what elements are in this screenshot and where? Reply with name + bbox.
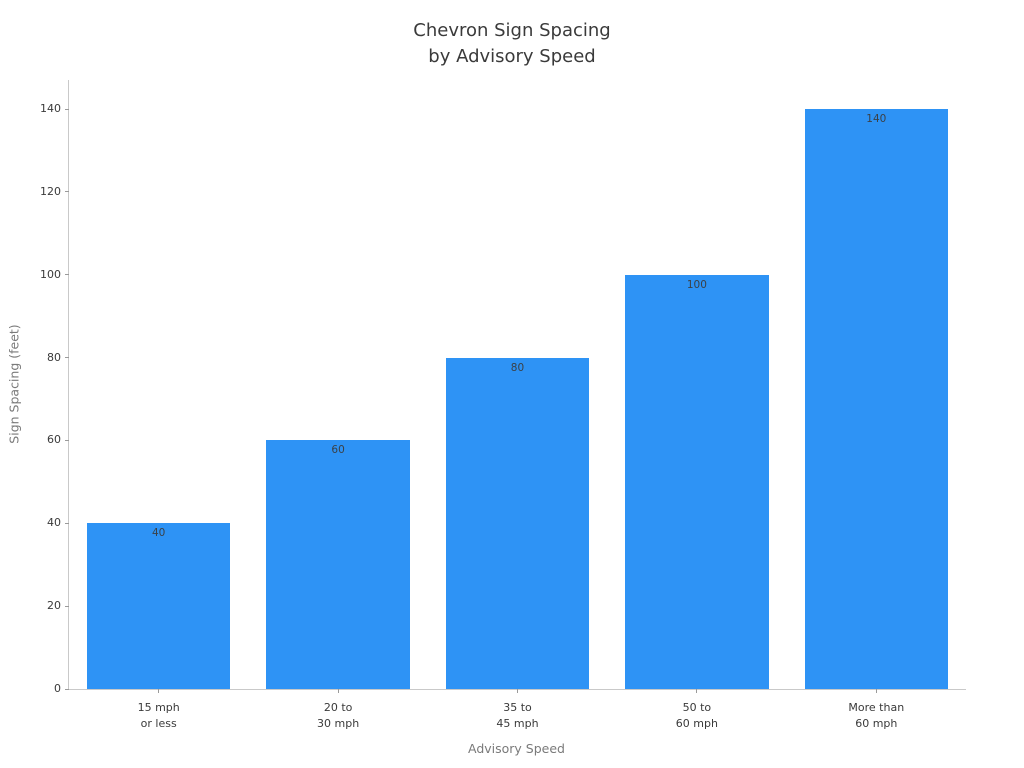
y-tick-label: 80 bbox=[47, 350, 61, 364]
y-tick-label: 20 bbox=[47, 599, 61, 613]
y-tick-label: 60 bbox=[47, 433, 61, 447]
bar-value-label: 80 bbox=[510, 361, 525, 374]
x-tick-label: 15 mph or less bbox=[137, 701, 180, 730]
y-tick-mark bbox=[65, 688, 69, 690]
y-axis-label: Sign Spacing (feet) bbox=[6, 324, 22, 444]
x-tick-label: 35 to 45 mph bbox=[496, 701, 539, 730]
x-tick-mark bbox=[158, 689, 160, 693]
chart-title-line-1: Chevron Sign Spacing bbox=[413, 20, 611, 41]
y-tick-mark bbox=[65, 108, 69, 110]
bar-value-label: 40 bbox=[152, 527, 166, 540]
y-tick-mark bbox=[65, 274, 69, 276]
x-axis-label: Advisory Speed bbox=[468, 741, 565, 756]
bar-value-label: 60 bbox=[331, 444, 345, 457]
bar-value-label: 100 bbox=[686, 278, 707, 291]
y-tick-label: 100 bbox=[40, 267, 61, 281]
plot-area: 0 20 40 60 80 100 120 140 40 15 mph or less 60 20 t… bbox=[40, 80, 966, 730]
chart-title-line-2: by Advisory Speed bbox=[428, 46, 596, 67]
x-tick-label: More than 60 mph bbox=[848, 701, 905, 730]
x-tick-label: 50 to 60 mph bbox=[675, 701, 718, 730]
y-tick-mark bbox=[65, 522, 69, 524]
x-tick-mark bbox=[875, 689, 877, 693]
x-tick-label: 20 to 30 mph bbox=[317, 701, 360, 730]
x-tick-mark bbox=[337, 689, 339, 693]
bar-1: 40 bbox=[86, 523, 231, 689]
bar-5: 140 bbox=[804, 109, 949, 689]
y-tick-mark bbox=[65, 605, 69, 607]
bar-4: 100 bbox=[625, 274, 769, 689]
y-tick-label: 120 bbox=[40, 184, 61, 198]
bar-2: 60 bbox=[266, 440, 410, 689]
y-tick-label: 0 bbox=[54, 682, 61, 695]
bar-value-label: 140 bbox=[866, 113, 887, 125]
bar-3: 80 bbox=[445, 357, 590, 689]
y-tick-label: 40 bbox=[47, 516, 61, 530]
y-tick-label: 140 bbox=[40, 102, 61, 115]
x-tick-mark bbox=[696, 689, 698, 693]
chart-title: Chevron Sign Spacing by Advisory Speed bbox=[0, 18, 1024, 70]
y-tick-mark bbox=[65, 357, 69, 359]
y-tick-mark bbox=[65, 439, 69, 441]
x-tick-mark bbox=[517, 689, 518, 693]
y-tick-mark bbox=[65, 191, 69, 193]
